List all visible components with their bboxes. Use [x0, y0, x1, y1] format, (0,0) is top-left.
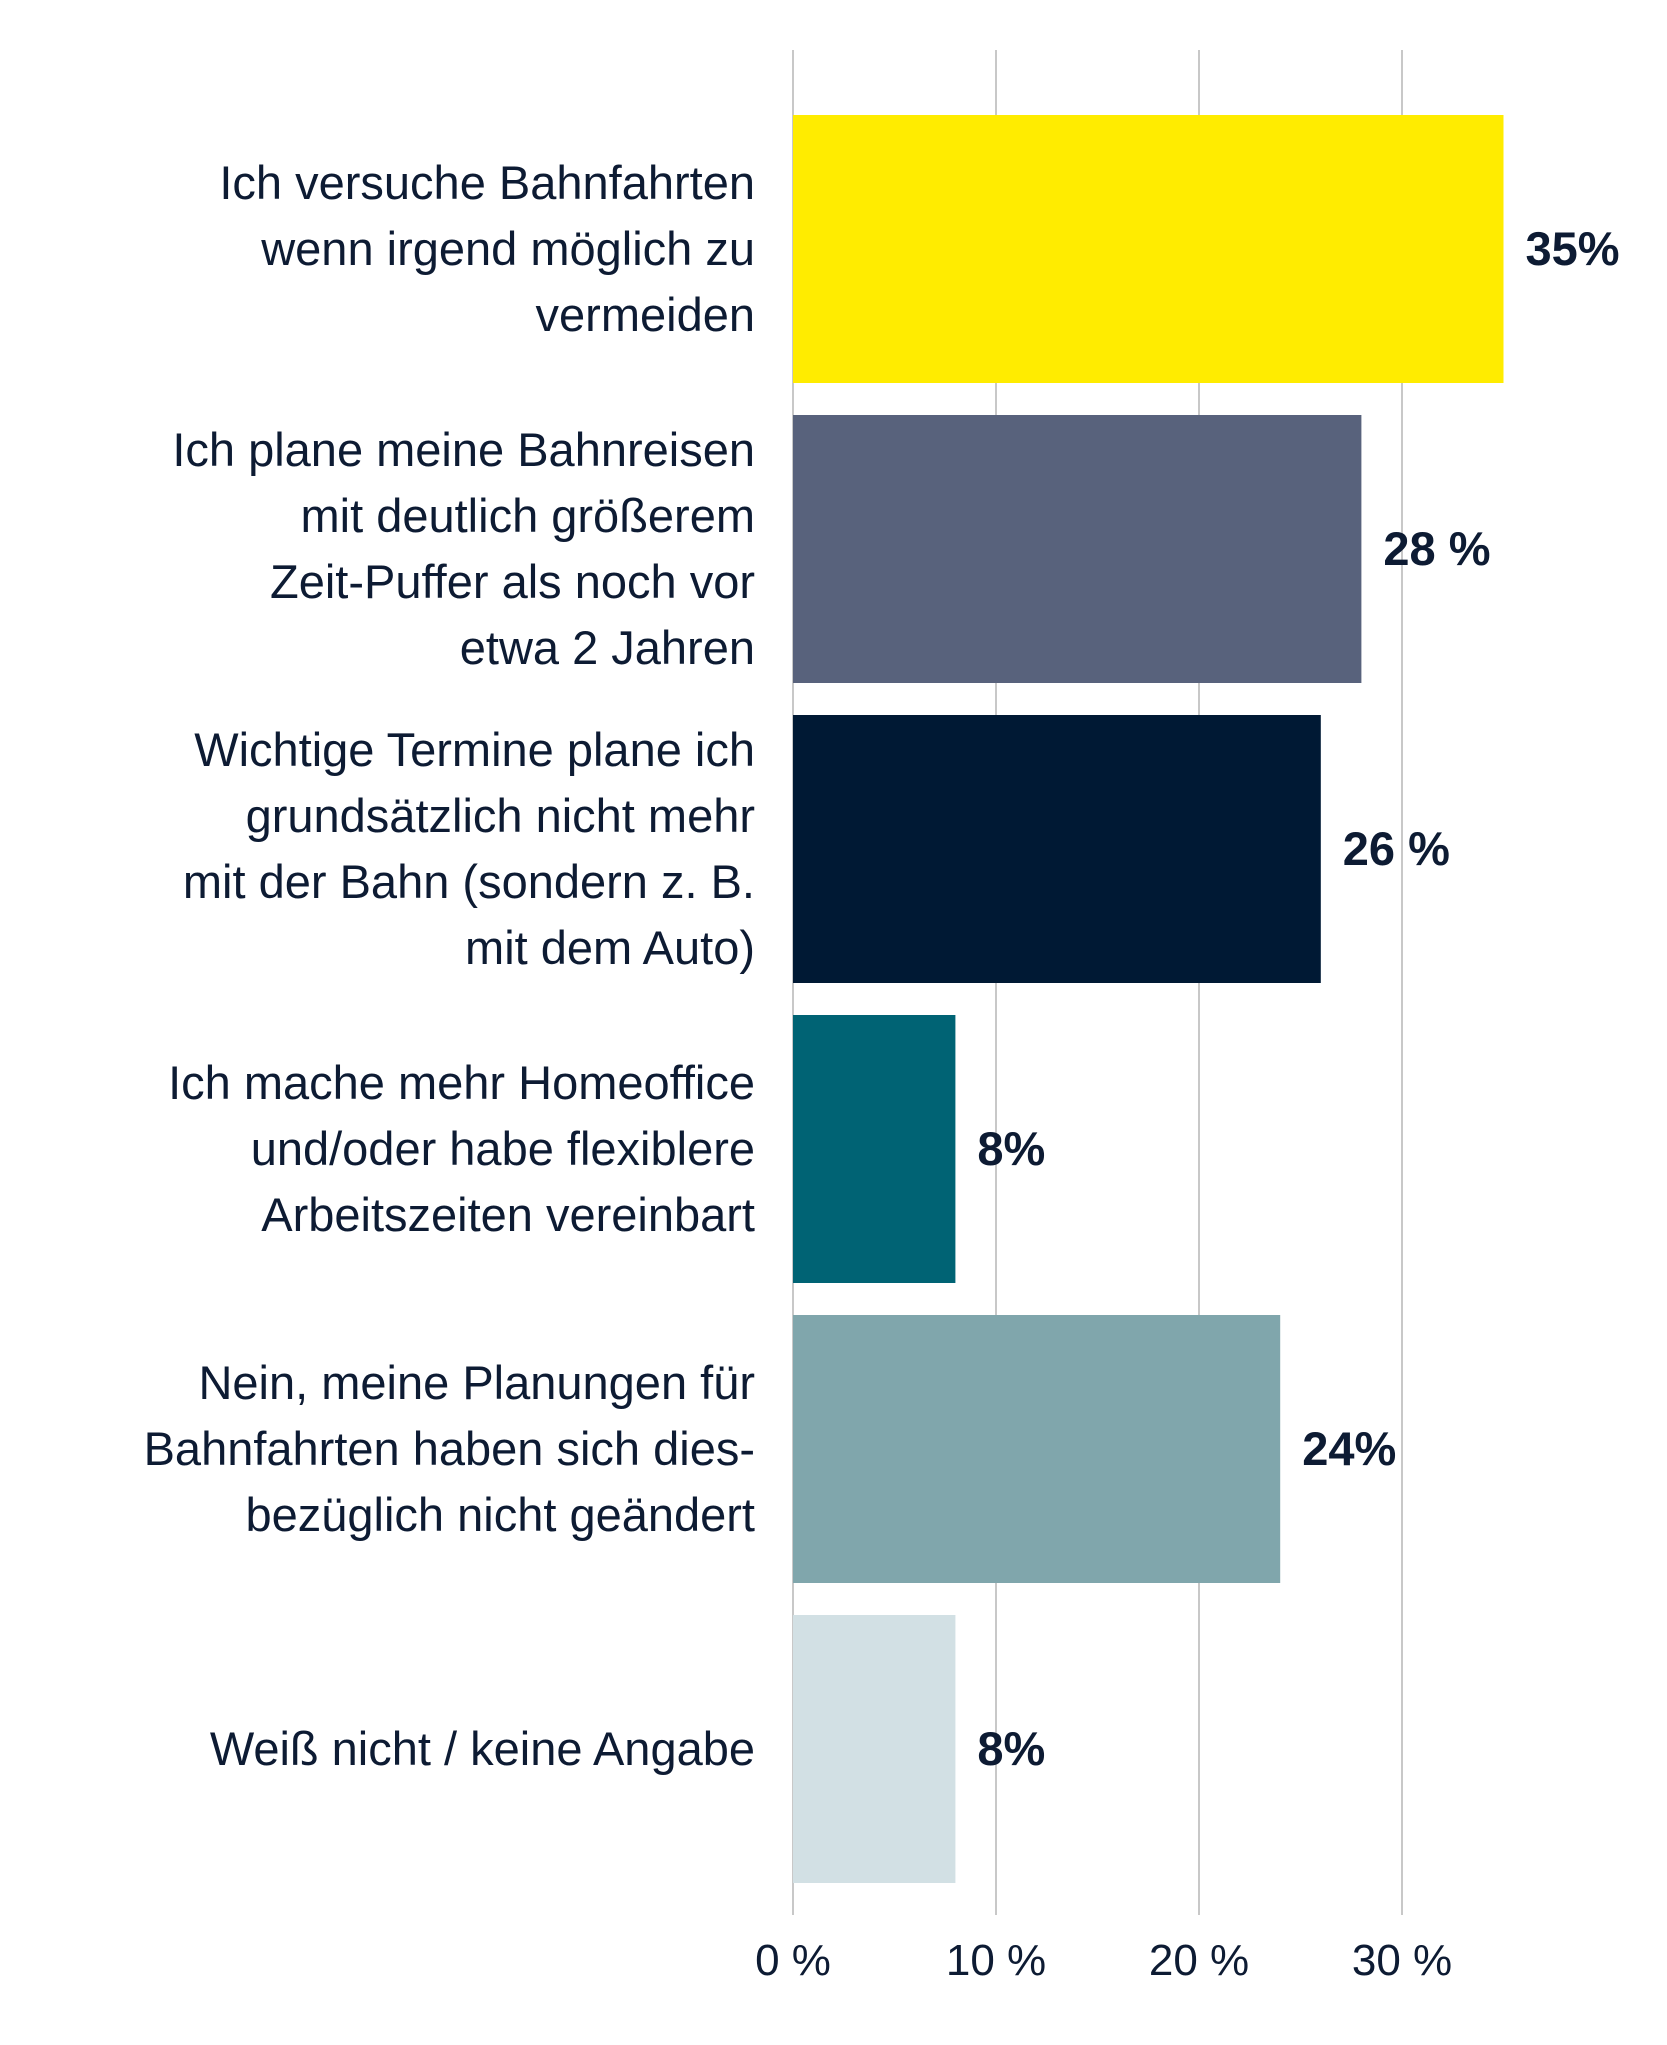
category-label-line: bezüglich nicht geändert [245, 1488, 755, 1541]
category-label-line: Bahnfahrten haben sich dies- [144, 1422, 755, 1475]
category-label-line: etwa 2 Jahren [460, 621, 755, 674]
bar [793, 115, 1504, 383]
value-label: 35% [1526, 222, 1620, 275]
x-tick-label: 10 % [946, 1936, 1046, 1985]
category-label-line: Wichtige Termine plane ich [194, 723, 755, 776]
bar [793, 415, 1362, 683]
category-label-line: vermeiden [536, 288, 755, 341]
bar [793, 1615, 956, 1883]
category-label: Ich mache mehr Homeoffice und/oder habe f… [168, 1056, 755, 1241]
category-label-line: wenn irgend möglich zu [260, 222, 755, 275]
category-label: Wichtige Termine plane ich grundsätzlich … [183, 723, 755, 974]
bar [793, 1015, 956, 1283]
category-labels: Ich versuche Bahnfahrten wenn irgend mögl… [144, 156, 755, 1775]
value-label: 8% [977, 1722, 1045, 1775]
value-label: 28 % [1383, 522, 1490, 575]
x-axis-ticks: 0 % 10 % 20 % 30 % [755, 1936, 1452, 1985]
category-label: Ich plane meine Bahnreisen mit deutlich g… [172, 423, 755, 674]
value-label: 24% [1302, 1422, 1396, 1475]
category-label: Nein, meine Planungen für Bahnfahrten hab… [144, 1356, 755, 1541]
category-label-line: und/oder habe flexiblere [251, 1122, 755, 1175]
category-label-line: Ich versuche Bahnfahrten [219, 156, 755, 209]
category-label-line: Ich mache mehr Homeoffice [168, 1056, 755, 1109]
category-label-line: grundsätzlich nicht mehr [246, 789, 755, 842]
bar [793, 715, 1321, 983]
bar [793, 1315, 1281, 1583]
category-label-line: mit deutlich größerem [301, 489, 756, 542]
x-tick-label: 30 % [1352, 1936, 1452, 1985]
category-label: Ich versuche Bahnfahrten wenn irgend mögl… [219, 156, 755, 341]
category-label-line: Nein, meine Planungen für [198, 1356, 755, 1409]
value-labels: 35% 28 % 26 % 8% 24% 8% [977, 222, 1619, 1775]
category-label-line: mit dem Auto) [465, 921, 755, 974]
category-label-line: Arbeitszeiten vereinbart [261, 1188, 755, 1241]
x-tick-label: 20 % [1149, 1936, 1249, 1985]
category-label: Weiß nicht / keine Angabe [210, 1722, 755, 1775]
category-label-line: Zeit-Puffer als noch vor [270, 555, 755, 608]
category-label-line: Ich plane meine Bahnreisen [172, 423, 755, 476]
value-label: 26 % [1343, 822, 1450, 875]
bars [793, 115, 1504, 1883]
category-label-line: mit der Bahn (sondern z. B. [183, 855, 755, 908]
value-label: 8% [977, 1122, 1045, 1175]
x-tick-label: 0 % [755, 1936, 831, 1985]
category-label-line: Weiß nicht / keine Angabe [210, 1722, 755, 1775]
